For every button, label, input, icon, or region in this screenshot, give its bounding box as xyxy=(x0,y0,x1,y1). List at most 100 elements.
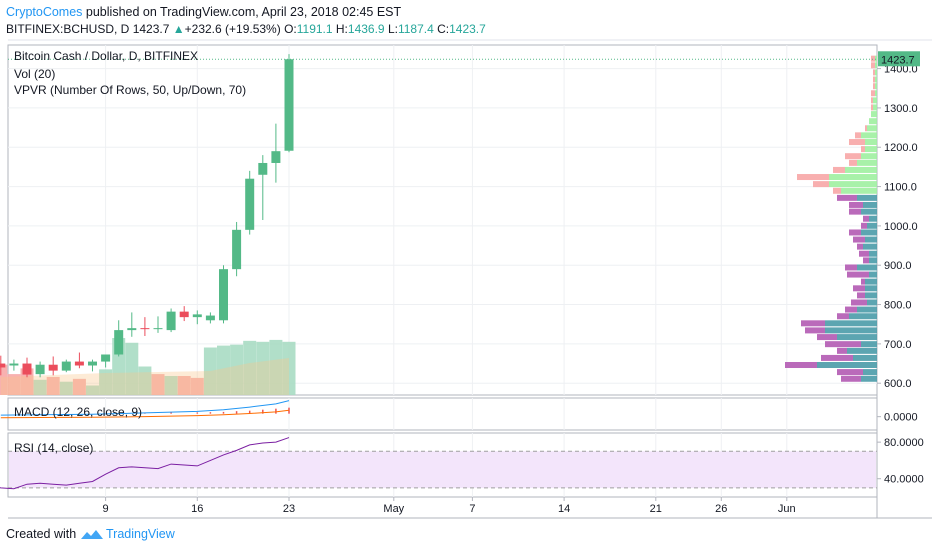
tradingview-logo-icon[interactable] xyxy=(80,527,104,541)
candle-body xyxy=(74,361,84,366)
low-value: 1187.4 xyxy=(397,22,434,36)
vpvr-down-bar xyxy=(813,181,829,188)
volume-bar xyxy=(59,381,73,395)
price-tick-label: 600.0 xyxy=(884,378,912,390)
macd-line xyxy=(0,400,290,416)
vpvr-up-bar xyxy=(857,264,877,271)
close-value: 1423.7 xyxy=(449,22,486,36)
volume-bar xyxy=(99,369,113,395)
vpvr-up-bar xyxy=(861,375,877,382)
volume-bar xyxy=(72,378,86,395)
vpvr-down-bar xyxy=(849,208,861,215)
volume-bar xyxy=(7,374,21,395)
vpvr-down-bar xyxy=(873,76,875,83)
open-label: O: xyxy=(284,22,297,36)
vpvr-up-bar xyxy=(865,236,877,243)
vpvr-up-bar xyxy=(857,306,877,313)
axes: 600.0 700.0 800.0 900.0 1000.0 1100.0 1200.0 13… xyxy=(103,51,924,515)
vpvr-up-bar xyxy=(873,104,877,111)
symbol-label: BITFINEX:BCHUSD, D xyxy=(6,22,130,36)
vpvr-up-bar xyxy=(865,278,877,285)
time-tick-label: 21 xyxy=(650,503,662,515)
volume-bar xyxy=(151,374,165,395)
up-arrow-icon: ▲ xyxy=(172,22,185,36)
vpvr-down-bar xyxy=(833,166,845,173)
created-with-text: Created with xyxy=(6,527,77,541)
candle-body xyxy=(22,363,32,375)
rsi-tick-label: 40.0000 xyxy=(884,474,924,486)
vpvr-down-bar xyxy=(845,153,861,160)
high-label: H: xyxy=(335,22,348,36)
price-tick-label: 1000.0 xyxy=(884,221,918,233)
vpvr-up-bar xyxy=(875,55,877,62)
candle-body xyxy=(88,361,97,366)
vpvr-down-bar xyxy=(849,159,857,166)
legend-vpvr[interactable]: VPVR (Number Of Rows, 50, Up/Down, 70) xyxy=(14,83,246,97)
price-tick-label: 1300.0 xyxy=(884,103,918,115)
time-tick-label: 16 xyxy=(191,503,203,515)
rsi-band xyxy=(9,451,876,488)
vpvr-up-bar xyxy=(841,187,877,194)
volume-bar xyxy=(33,379,47,395)
price-tick-label: 1200.0 xyxy=(884,142,918,154)
time-tick-label: 26 xyxy=(715,503,727,515)
price-tick-label: 900.0 xyxy=(884,260,912,272)
vpvr-down-bar xyxy=(837,347,847,354)
vpvr-up-bar xyxy=(865,285,877,292)
time-tick-label: May xyxy=(383,503,404,515)
vpvr-down-bar xyxy=(857,292,865,299)
vpvr-up-bar xyxy=(875,76,877,83)
vpvr-down-bar xyxy=(861,222,867,229)
ohlc-header: BITFINEX:BCHUSD, D 1423.7 ▲+232.6 (+19.5… xyxy=(6,22,486,36)
vpvr-down-bar xyxy=(871,104,873,111)
vpvr-up-bar xyxy=(829,181,877,188)
vpvr-up-bar xyxy=(857,159,877,166)
vpvr-down-bar xyxy=(865,125,867,132)
candle-body xyxy=(192,314,202,318)
vpvr-down-bar xyxy=(841,375,861,382)
vpvr-down-bar xyxy=(849,229,861,236)
tradingview-link[interactable]: TradingView xyxy=(106,527,175,541)
vpvr-up-bar xyxy=(875,62,877,69)
volume-ma-area xyxy=(0,358,290,395)
vpvr-up-bar xyxy=(861,153,877,160)
vpvr-up-bar xyxy=(825,320,877,327)
candle-body xyxy=(219,269,228,321)
candle-body xyxy=(245,178,255,230)
vpvr-up-bar xyxy=(869,271,877,278)
vpvr-up-bar xyxy=(873,97,877,104)
legend-rsi[interactable]: RSI (14, close) xyxy=(14,441,93,455)
vpvr-down-bar xyxy=(861,278,865,285)
vpvr-up-bar xyxy=(869,215,877,222)
vpvr-down-bar xyxy=(785,362,817,369)
volume-bar xyxy=(177,376,191,395)
candle-body xyxy=(140,328,150,330)
candle-body xyxy=(48,364,58,371)
candle-body xyxy=(35,364,45,375)
vpvr-up-bar xyxy=(861,229,877,236)
volume-bar xyxy=(203,347,217,395)
candle-body xyxy=(258,162,268,175)
vpvr-up-bar xyxy=(867,299,877,306)
candle-body xyxy=(205,315,215,321)
legend-macd[interactable]: MACD (12, 26, close, 9) xyxy=(14,405,142,419)
vpvr-up-bar xyxy=(853,354,877,361)
vpvr-down-bar xyxy=(871,90,875,97)
legend-vol[interactable]: Vol (20) xyxy=(14,67,55,81)
author-link[interactable]: CryptoComes xyxy=(6,5,83,19)
vpvr-down-bar xyxy=(859,250,869,257)
change-value: +232.6 (+19.53%) xyxy=(184,22,281,36)
price-candles[interactable] xyxy=(0,54,877,378)
vpvr-up-bar xyxy=(863,243,877,250)
close-label: C: xyxy=(437,22,450,36)
vpvr-down-bar xyxy=(845,306,857,313)
candle-body xyxy=(179,311,189,318)
low-label: L: xyxy=(387,22,398,36)
candle-body xyxy=(153,328,163,330)
vpvr-up-bar xyxy=(867,222,877,229)
legend-main[interactable]: Bitcoin Cash / Dollar, D, BITFINEX xyxy=(14,49,198,63)
high-value: 1436.9 xyxy=(347,22,385,36)
vpvr-down-bar xyxy=(837,369,863,376)
candle-body xyxy=(271,151,281,163)
candle-body xyxy=(127,328,137,331)
